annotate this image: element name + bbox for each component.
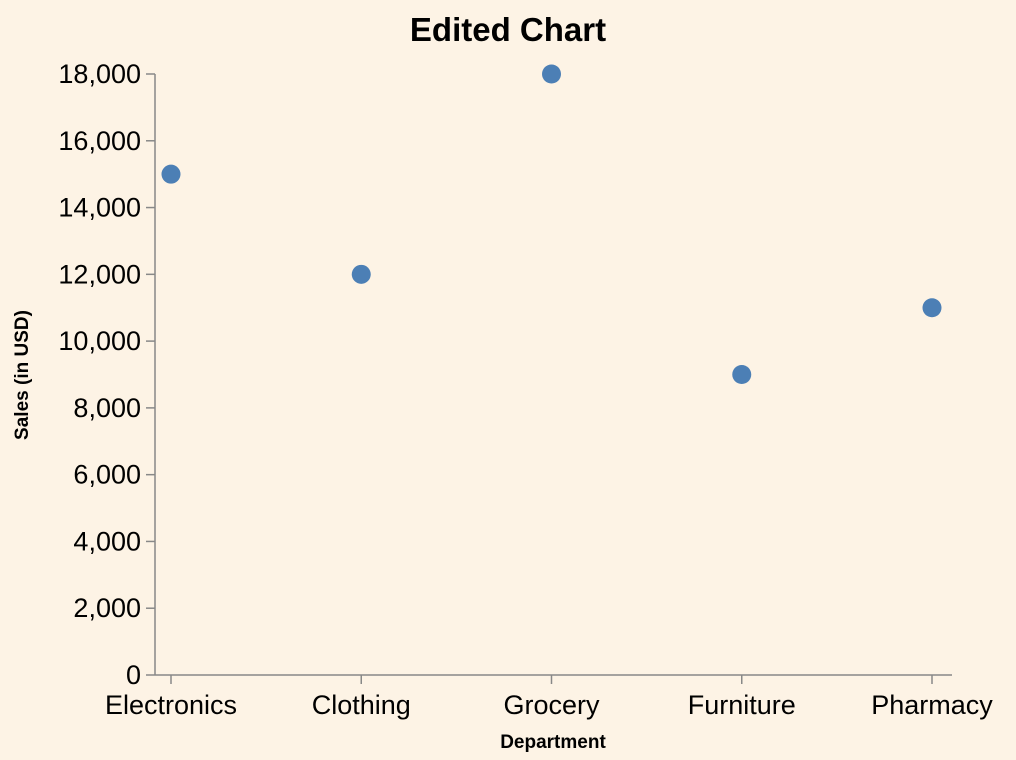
y-tick-label: 0 [126,660,141,690]
data-point[interactable] [732,365,752,384]
data-point[interactable] [922,298,942,318]
x-tick-label: Pharmacy [871,690,993,720]
data-points [161,64,942,384]
y-tick-label: 14,000 [58,193,141,223]
y-tick-label: 12,000 [58,259,141,289]
y-tick-label: 2,000 [73,593,141,623]
data-point[interactable] [161,164,181,184]
y-tick-label: 10,000 [58,326,141,356]
x-tick-label: Electronics [105,690,237,720]
y-tick-label: 8,000 [73,393,141,423]
x-tick-label: Furniture [688,690,796,720]
x-axis: Electronics Clothing Grocery Furniture Pharm… [105,674,993,720]
y-tick-label: 18,000 [58,59,141,89]
y-tick-label: 6,000 [73,460,141,490]
x-axis-title: Department [500,732,606,753]
data-point[interactable] [351,264,371,284]
x-tick-label: Clothing [312,690,411,720]
data-point[interactable] [542,64,561,84]
y-tick-label: 4,000 [73,526,141,556]
y-axis: 0 2,000 4,000 6,000 8,000 10,000 12,000 14,000 1… [58,59,156,690]
x-tick-label: Grocery [503,690,600,720]
chart-title: Edited Chart [410,11,606,48]
y-axis-title: Sales (in USD) [12,310,33,440]
y-tick-label: 16,000 [58,126,141,156]
